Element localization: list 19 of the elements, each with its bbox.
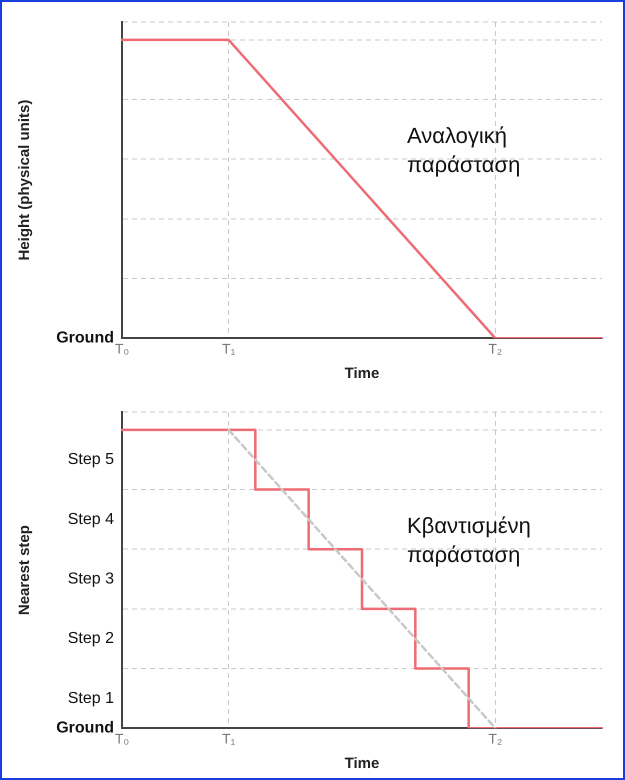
annotation: Κβαντισμένη παράσταση <box>407 512 532 569</box>
text: Step 3 <box>68 570 114 588</box>
text: Step 2 <box>68 630 114 648</box>
text: Step 1 <box>68 690 114 707</box>
x-axis-title: Time <box>344 755 380 772</box>
x-tick-label: T₂ <box>488 340 502 356</box>
x-tick-label: T₁ <box>222 340 236 356</box>
y-axis-title: Height (physical units) <box>16 100 34 261</box>
x-tick-label: T₁ <box>222 730 236 746</box>
annotation: Αναλογική παράσταση <box>407 122 522 179</box>
x-tick-label: T₀ <box>114 730 130 746</box>
x-tick-label: T₂ <box>488 730 502 746</box>
text: Step 4 <box>68 510 114 528</box>
text: Step 5 <box>68 451 114 468</box>
y-axis-title: Nearest step <box>16 525 34 616</box>
text: Ground <box>56 330 114 347</box>
x-tick-label: T₀ <box>114 340 130 356</box>
text: Ground <box>56 720 114 737</box>
x-axis-title: Time <box>344 365 380 382</box>
